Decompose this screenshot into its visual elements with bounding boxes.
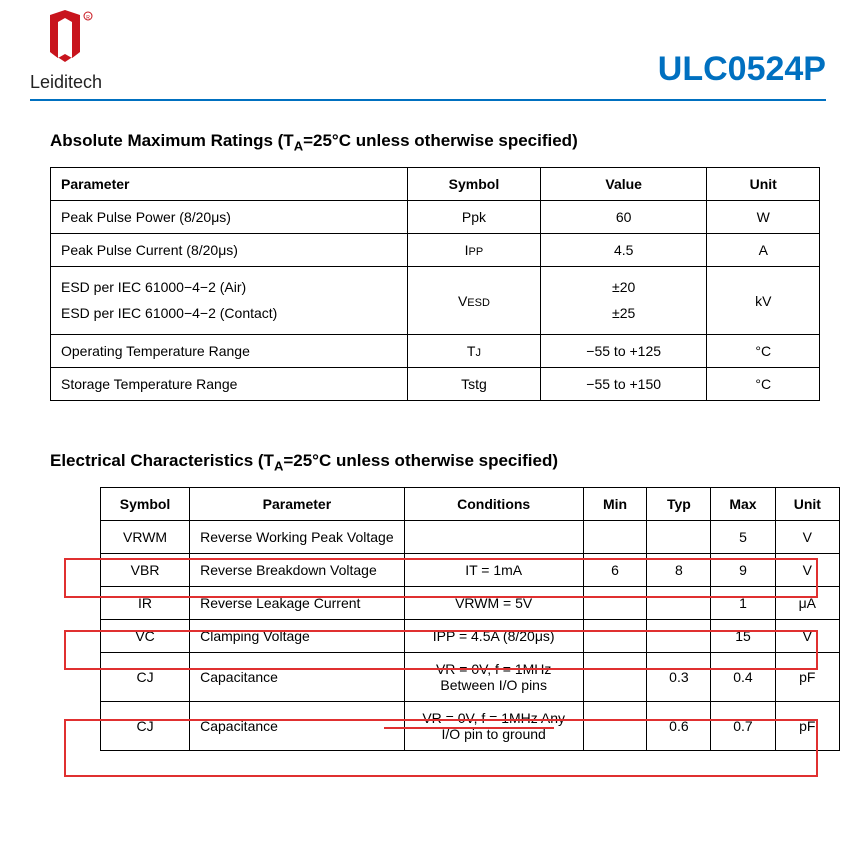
electrical-characteristics-wrap: Symbol Parameter Conditions Min Typ Max … — [70, 487, 810, 751]
section1-title: Absolute Maximum Ratings (TA=25°C unless… — [50, 131, 836, 153]
table-row: CJ Capacitance VR = 0V, f = 1MHz AnyI/O … — [101, 702, 840, 751]
table-row: VRWM Reverse Working Peak Voltage 5 V — [101, 521, 840, 554]
brand-name: Leiditech — [30, 72, 102, 93]
table-row: Peak Pulse Power (8/20μs) Ppk 60 W — [51, 201, 820, 234]
table-header-row: Parameter Symbol Value Unit — [51, 168, 820, 201]
table-row: ESD per IEC 61000−4−2 (Air) ESD per IEC … — [51, 267, 820, 334]
abs-max-ratings-table: Parameter Symbol Value Unit Peak Pulse P… — [50, 167, 820, 400]
table-row: Operating Temperature Range TJ −55 to +1… — [51, 334, 820, 367]
col-value: Value — [540, 168, 707, 201]
table-row: VC Clamping Voltage IPP = 4.5A (8/20μs) … — [101, 620, 840, 653]
table-row: Peak Pulse Current (8/20μs) IPP 4.5 A — [51, 234, 820, 267]
table-row: VBR Reverse Breakdown Voltage IT = 1mA 6… — [101, 554, 840, 587]
table-row: CJ Capacitance VR = 0V, f = 1MHzBetween … — [101, 653, 840, 702]
table-header-row: Symbol Parameter Conditions Min Typ Max … — [101, 488, 840, 521]
section2-title: Electrical Characteristics (TA=25°C unle… — [50, 451, 836, 473]
table-row: Storage Temperature Range Tstg −55 to +1… — [51, 367, 820, 400]
col-unit: Unit — [707, 168, 820, 201]
part-number: ULC0524P — [658, 50, 826, 93]
header: R Leiditech ULC0524P — [20, 10, 836, 99]
col-parameter: Parameter — [51, 168, 408, 201]
logo-icon: R — [30, 10, 100, 70]
electrical-characteristics-table: Symbol Parameter Conditions Min Typ Max … — [100, 487, 840, 751]
col-symbol: Symbol — [407, 168, 540, 201]
logo-block: R Leiditech — [30, 10, 102, 93]
table-row: IR Reverse Leakage Current VRWM = 5V 1 μ… — [101, 587, 840, 620]
svg-text:R: R — [86, 15, 90, 21]
header-divider — [30, 99, 826, 101]
